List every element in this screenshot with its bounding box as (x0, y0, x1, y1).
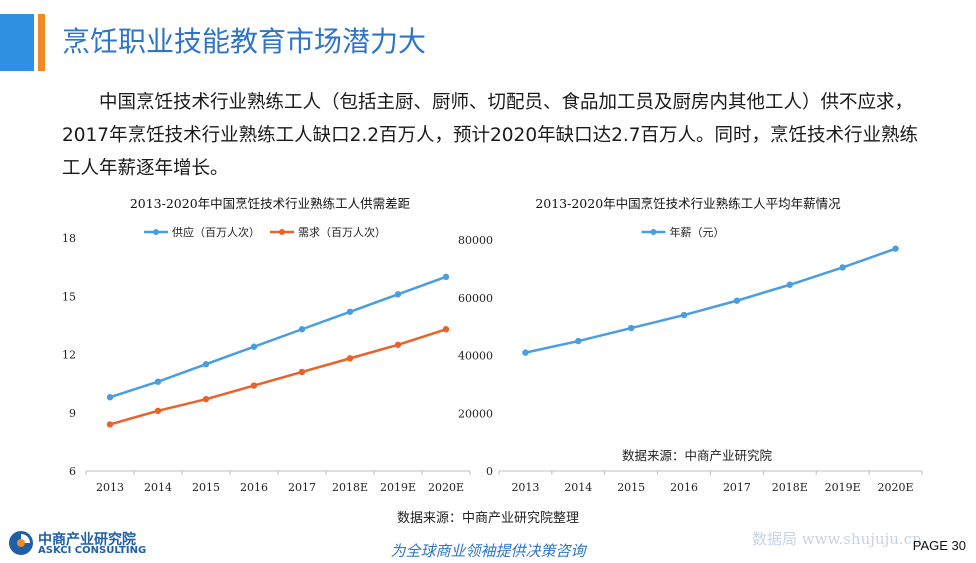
footer-source-note: 数据来源：中商产业研究院整理 (396, 511, 579, 526)
y-tick-label: 15 (62, 290, 76, 303)
y-tick-label: 0 (486, 465, 493, 478)
title-accent-stripe (38, 14, 45, 71)
y-tick-label: 20000 (458, 407, 493, 420)
data-point (442, 326, 450, 333)
page-title: 烹饪职业技能教育市场潜力大 (62, 25, 427, 58)
data-point (154, 378, 162, 385)
x-tick-label: 2017 (723, 481, 751, 494)
legend-label: 年薪（元） (670, 225, 725, 239)
legend-label: 供应（百万人次） (172, 225, 260, 239)
data-point (442, 273, 450, 281)
title-accent-bar (0, 14, 34, 71)
x-tick-label: 2020E (428, 481, 464, 494)
x-tick-label: 2014 (144, 481, 172, 494)
page-number: PAGE 30 (912, 538, 966, 553)
x-tick-label: 2015 (192, 481, 220, 494)
data-point (250, 343, 258, 350)
data-point (627, 324, 635, 332)
footer-slogan: 为全球商业领袖提供决策咨询 (390, 542, 586, 560)
logo-text-en: ASKCI CONSULTING (38, 545, 147, 556)
logo-text-cn: 中商产业研究院 (38, 532, 136, 548)
data-point (154, 407, 162, 415)
x-tick-label: 2013 (511, 481, 539, 494)
salary-chart: 2013-2020年中国烹饪技术行业熟练工人平均年薪情况年薪（元） 2013 201… (458, 192, 950, 499)
x-tick-label: 2015 (617, 481, 645, 494)
data-point (106, 394, 114, 401)
x-tick-label: 2017 (288, 481, 316, 494)
data-point (394, 291, 402, 298)
data-point (522, 349, 529, 356)
x-tick-label: 2013 (96, 481, 124, 494)
supply-demand-chart: 2013-2020年中国烹饪技术行业熟练工人供需差距供应（百万人次） 需求（百万人… (62, 192, 476, 499)
y-tick-label: 80000 (458, 234, 493, 247)
x-tick-label: 2016 (670, 481, 698, 494)
data-point (733, 297, 741, 304)
data-point (680, 311, 688, 319)
series-line (109, 328, 447, 426)
company-logo: 中商产业研究院 ASKCI CONSULTING (8, 528, 146, 560)
series-line (109, 275, 447, 399)
x-tick-label: 2014 (564, 481, 592, 494)
data-point (298, 326, 306, 333)
x-tick-label: 2019E (380, 481, 416, 494)
x-tick-label: 2018E (332, 481, 368, 494)
y-tick-label: 9 (69, 407, 76, 420)
y-tick-label: 12 (62, 349, 76, 362)
data-point (892, 245, 899, 252)
askci-logo-icon (9, 531, 33, 555)
data-point (346, 355, 354, 362)
legend-marker (650, 229, 657, 235)
data-point (202, 395, 210, 403)
chart-title: 2013-2020年中国烹饪技术行业熟练工人供需差距 (130, 196, 410, 211)
data-point (346, 308, 354, 315)
watermark: 数据局 www.shujuju.cn (752, 530, 922, 548)
legend-label: 需求（百万人次） (298, 225, 386, 239)
data-point (786, 281, 794, 288)
series-line (525, 247, 896, 354)
legend-marker (279, 229, 285, 235)
data-point (298, 368, 306, 376)
y-tick-label: 6 (69, 465, 76, 478)
x-tick-label: 2016 (240, 481, 268, 494)
legend-marker (153, 229, 159, 235)
y-tick-label: 40000 (458, 350, 493, 363)
x-tick-label: 2018E (772, 481, 808, 494)
data-point (202, 361, 210, 368)
data-point (106, 421, 114, 428)
data-point (839, 264, 846, 271)
intro-paragraph: 中国烹饪技术行业熟练工人（包括主厨、厨师、切配员、食品加工员及厨房内其他工人）供… (62, 92, 919, 179)
data-point (250, 382, 258, 389)
chart-annotation: 数据来源：中商产业研究院 (622, 448, 773, 463)
data-point (575, 337, 582, 345)
x-tick-label: 2019E (825, 481, 861, 494)
y-tick-label: 60000 (458, 292, 493, 305)
data-point (394, 341, 402, 348)
x-tick-label: 2020E (878, 481, 914, 494)
chart-title: 2013-2020年中国烹饪技术行业熟练工人平均年薪情况 (535, 196, 841, 211)
y-tick-label: 18 (62, 232, 76, 245)
